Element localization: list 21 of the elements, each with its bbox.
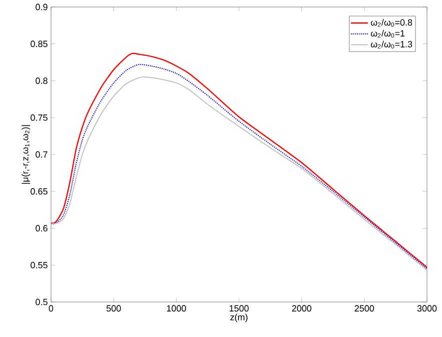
y-tick-label: 0.65 (30, 188, 48, 195)
y-tick-label: 0.5 (36, 298, 48, 306)
x-tick-label: 500 (106, 305, 121, 312)
x-tick-label: 0 (48, 305, 54, 312)
legend-label: ω$_{2}$/ω$_{0}$=1 (370, 30, 405, 38)
y-tick-label: 0.9 (36, 4, 48, 10)
legend-label: ω$_{2}$/ω$_{0}$=0.8 (370, 19, 412, 27)
y-axis-title: |μ(r,-r,z,ω$_{1}$,ω$_{2}$)| (22, 125, 30, 184)
x-tick-label: 3000 (417, 305, 437, 312)
y-tick-label: 0.6 (36, 225, 48, 232)
x-tick-label: 2000 (292, 305, 312, 312)
x-tick-label: 1000 (167, 305, 186, 312)
y-tick-label: 0.85 (30, 40, 48, 48)
x-tick-label: 2500 (354, 305, 374, 312)
y-tick-label: 0.7 (36, 151, 48, 158)
legend-label: ω$_{2}$/ω$_{0}$=1.3 (370, 40, 412, 48)
y-tick-label: 0.55 (30, 262, 48, 268)
x-axis-title: z(m) (230, 314, 248, 322)
y-tick-label: 0.8 (36, 78, 48, 84)
y-tick-label: 0.75 (30, 114, 48, 121)
x-tick-label: 1500 (230, 305, 249, 312)
